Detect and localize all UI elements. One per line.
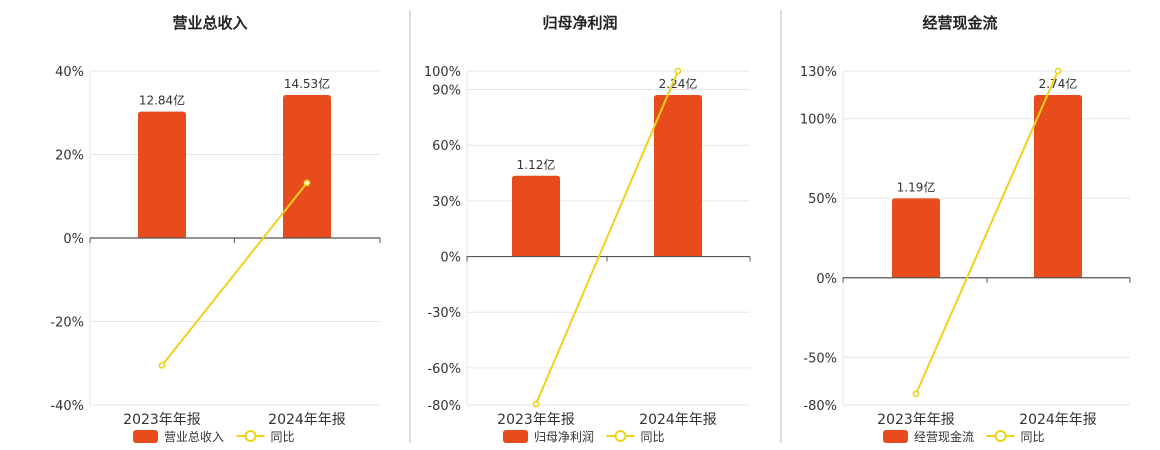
chart3-legend-bar-swatch xyxy=(883,430,908,443)
chart3-bar-1 xyxy=(892,198,940,278)
chart3-legend-bar-label: 经营现金流 xyxy=(914,429,974,444)
chart2-bar-2 xyxy=(654,95,702,257)
chart3-x-tick-label: 2023年年报 xyxy=(877,412,955,428)
chart1-yoy-line xyxy=(161,182,308,366)
chart1-yoy-point-1 xyxy=(158,361,166,369)
chart1-legend-bar-swatch xyxy=(133,430,158,443)
chart3-y-tick-label: 50% xyxy=(808,192,837,207)
chart1-x-tick-label: 2023年年报 xyxy=(123,412,201,428)
chart1-legend-line-label: 同比 xyxy=(271,430,295,444)
chart1-legend-bar-label: 营业总收入 xyxy=(164,430,224,444)
chart2-y-tick-label: 90% xyxy=(432,84,461,99)
chart2-y-tick-label: -30% xyxy=(427,306,461,321)
chart3-y-tick-label: 130% xyxy=(800,65,837,80)
chart1-bar-1 xyxy=(138,111,186,238)
chart2-legend-bar-swatch xyxy=(503,430,528,443)
chart3-y-tick-label: 0% xyxy=(816,272,837,287)
chart3-y-tick-label: 100% xyxy=(800,113,837,128)
chart1-y-tick-label: 20% xyxy=(55,149,84,164)
chart2-y-tick-label: -60% xyxy=(427,362,461,377)
chart2-y-tick-label: 30% xyxy=(432,195,461,210)
chart2-legend-line-marker xyxy=(614,430,627,442)
chart3-legend-line-label: 同比 xyxy=(1021,430,1045,444)
chart2-x-tick-label: 2024年年报 xyxy=(639,412,717,428)
chart1-bar-2 xyxy=(283,95,331,238)
chart2-yoy-line xyxy=(535,70,679,405)
chart1-title: 营业总收入 xyxy=(172,14,247,32)
chart3-title: 经营现金流 xyxy=(922,14,997,32)
chart3-x-tick-label: 2024年年报 xyxy=(1019,412,1097,428)
chart1-y-tick-label: -20% xyxy=(50,316,84,331)
chart1-yoy-point-2 xyxy=(303,179,311,187)
chart2-y-tick-label: 0% xyxy=(440,251,461,266)
chart3-bar-value-label: 1.19亿 xyxy=(897,179,936,194)
chart1-legend-line-marker xyxy=(244,430,257,442)
chart3-bar-2 xyxy=(1034,95,1082,278)
chart1-bar-value-label: 12.84亿 xyxy=(139,93,185,108)
chart1-x-tick-label: 2024年年报 xyxy=(268,412,346,428)
chart3-y-tick-label: -80% xyxy=(803,399,837,414)
chart2-y-tick-label: 60% xyxy=(432,139,461,154)
chart2-yoy-point-2 xyxy=(674,67,682,75)
chart2-y-tick-label: 100% xyxy=(424,65,461,80)
chart2-bar-value-label: 2.24亿 xyxy=(659,76,698,91)
chart2-y-tick-label: -80% xyxy=(427,399,461,414)
chart2-bar-value-label: 1.12亿 xyxy=(517,157,556,172)
chart1-y-tick-label: 0% xyxy=(63,232,84,247)
chart1-y-tick-label: 40% xyxy=(55,65,84,80)
chart3-legend-line-marker xyxy=(994,430,1007,442)
chart3-yoy-line xyxy=(915,70,1059,395)
chart2-yoy-point-1 xyxy=(532,400,540,408)
chart3-yoy-point-1 xyxy=(912,390,920,398)
chart1-y-tick-label: -40% xyxy=(50,399,84,414)
chart2-title: 归母净利润 xyxy=(542,14,617,32)
chart3-yoy-point-2 xyxy=(1054,67,1062,75)
chart2-legend-bar-label: 归母净利润 xyxy=(534,430,594,444)
chart2-x-tick-label: 2023年年报 xyxy=(497,412,575,428)
chart2-legend-line-label: 同比 xyxy=(641,430,665,444)
chart1-bar-value-label: 14.53亿 xyxy=(284,76,330,91)
chart3-bar-value-label: 2.74亿 xyxy=(1039,76,1078,91)
chart2-bar-1 xyxy=(512,175,560,257)
chart3-y-tick-label: -50% xyxy=(803,351,837,366)
